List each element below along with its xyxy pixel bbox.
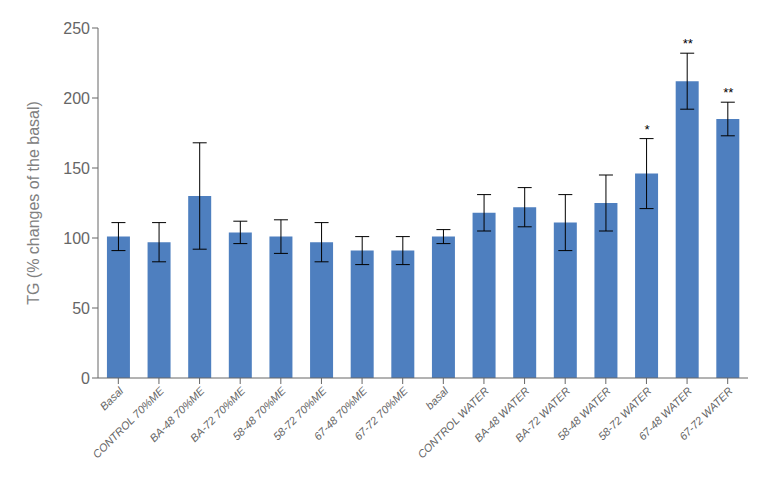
svg-text:67-48 WATER: 67-48 WATER xyxy=(636,384,695,443)
svg-text:50: 50 xyxy=(72,300,90,317)
svg-text:BA-48 70%ME: BA-48 70%ME xyxy=(147,384,207,445)
svg-text:58-72 70%ME: 58-72 70%ME xyxy=(270,384,329,443)
svg-text:100: 100 xyxy=(63,230,90,247)
svg-text:BA-48 WATER: BA-48 WATER xyxy=(472,384,532,445)
svg-text:BA-72 WATER: BA-72 WATER xyxy=(512,384,573,445)
svg-text:58-72 WATER: 58-72 WATER xyxy=(595,384,654,443)
svg-text:150: 150 xyxy=(63,160,90,177)
svg-text:CONTROL WATER: CONTROL WATER xyxy=(415,385,491,461)
svg-text:**: ** xyxy=(723,85,734,100)
svg-text:BA-72 70%ME: BA-72 70%ME xyxy=(187,384,248,445)
svg-text:CONTROL 70%ME: CONTROL 70%ME xyxy=(90,384,166,460)
svg-text:58-48 WATER: 58-48 WATER xyxy=(555,384,613,443)
svg-text:58-48 70%ME: 58-48 70%ME xyxy=(230,384,288,443)
svg-text:Basal: Basal xyxy=(97,384,125,412)
svg-text:67-48 70%ME: 67-48 70%ME xyxy=(311,384,370,443)
svg-text:**: ** xyxy=(682,36,693,51)
svg-text:*: * xyxy=(644,122,650,137)
svg-text:250: 250 xyxy=(63,20,90,37)
svg-text:67-72 WATER: 67-72 WATER xyxy=(677,385,735,443)
svg-text:basal: basal xyxy=(423,384,450,411)
svg-text:67-72 70%ME: 67-72 70%ME xyxy=(352,384,410,442)
svg-text:0: 0 xyxy=(81,370,90,387)
svg-text:TG (% changes of the basal): TG (% changes of the basal) xyxy=(25,101,42,305)
svg-text:200: 200 xyxy=(63,90,90,107)
